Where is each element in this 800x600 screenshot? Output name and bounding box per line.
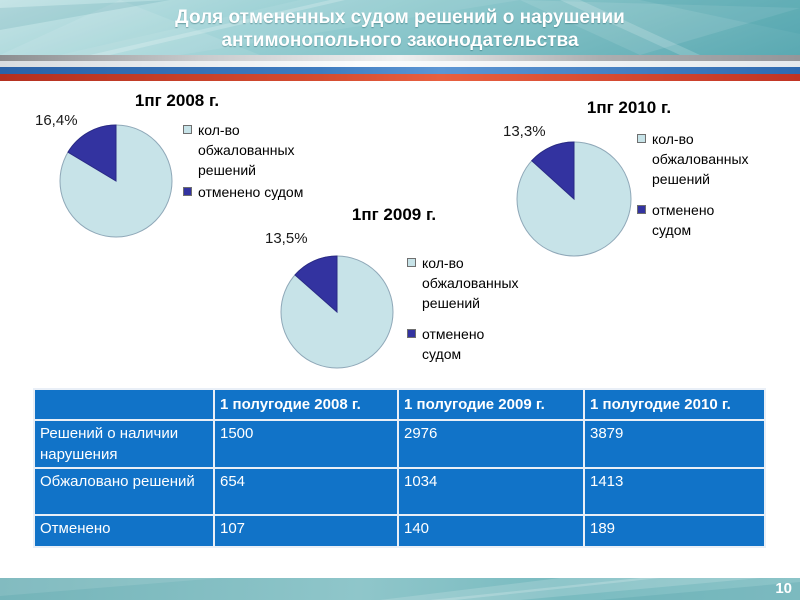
legend-item-cancelled: отменено судом (183, 182, 333, 202)
legend-item-cancelled: отменено судом (637, 200, 747, 240)
row-label: Отменено (33, 514, 215, 548)
pie-legend-2010: кол-во обжалованных решений отменено суд… (637, 129, 749, 240)
pie-chart-2010 (516, 141, 632, 262)
legend-item-appealed: кол-во обжалованных решений (637, 129, 749, 189)
cell-value: 3879 (583, 419, 766, 469)
legend-item-appealed: кол-во обжалованных решений (407, 253, 519, 313)
table-row-appealed: Обжаловано решений 654 1034 1413 (33, 467, 766, 516)
table-header-row: 1 полугодие 2008 г. 1 полугодие 2009 г. … (33, 388, 766, 421)
pie-title-2008: 1пг 2008 г. (134, 91, 220, 110)
pie-chart-2008 (59, 124, 173, 243)
table-header-empty (33, 388, 215, 421)
footer-band: 10 (0, 578, 800, 600)
legend-swatch-appealed (183, 125, 192, 134)
cell-value: 654 (213, 467, 399, 516)
table-row-decisions: Решений о наличии нарушения 1500 2976 38… (33, 419, 766, 469)
footer-decoration (0, 578, 800, 600)
legend-swatch-cancelled (637, 205, 646, 214)
pie-title-2009: 1пг 2009 г. (351, 205, 437, 224)
pie-percent-label-2010: 13,3% (503, 123, 546, 140)
cell-value: 140 (397, 514, 585, 548)
legend-label-appealed: кол-во обжалованных решений (198, 122, 295, 178)
pie-legend-2009: кол-во обжалованных решений отменено суд… (407, 253, 519, 364)
legend-item-appealed: кол-во обжалованных решений (183, 120, 333, 180)
slide-title: Доля отмененных судом решений о нарушени… (0, 6, 800, 52)
legend-label-appealed: кол-во обжалованных решений (652, 131, 749, 187)
cell-value: 189 (583, 514, 766, 548)
flag-stripe-blue (0, 67, 800, 74)
legend-label-appealed: кол-во обжалованных решений (422, 255, 519, 311)
cell-value: 1413 (583, 467, 766, 516)
table-header-2009: 1 полугодие 2009 г. (397, 388, 585, 421)
table-header-2010: 1 полугодие 2010 г. (583, 388, 766, 421)
flag-stripe-silver (0, 55, 800, 61)
pie-chart-2009 (280, 255, 394, 374)
legend-label-cancelled: отменено судом (422, 326, 485, 362)
row-label: Решений о наличии нарушения (33, 419, 215, 469)
slide-title-line1: Доля отмененных судом решений о нарушени… (175, 7, 625, 28)
cell-value: 107 (213, 514, 399, 548)
table-row-cancelled: Отменено 107 140 189 (33, 514, 766, 548)
results-table: 1 полугодие 2008 г. 1 полугодие 2009 г. … (33, 388, 766, 548)
legend-label-cancelled: отменено судом (652, 202, 715, 238)
cell-value: 1500 (213, 419, 399, 469)
pie-percent-label-2008: 16,4% (35, 112, 78, 129)
pie-legend-2008: кол-во обжалованных решений отменено суд… (183, 120, 333, 202)
cell-value: 1034 (397, 467, 585, 516)
legend-label-cancelled: отменено судом (198, 184, 304, 200)
cell-value: 2976 (397, 419, 585, 469)
table-header-2008: 1 полугодие 2008 г. (213, 388, 399, 421)
legend-swatch-cancelled (407, 329, 416, 338)
page-number: 10 (775, 580, 792, 597)
flag-stripe-white (0, 61, 800, 67)
header-decoration (0, 0, 800, 55)
slide-header (0, 0, 800, 55)
pie-title-2010: 1пг 2010 г. (586, 98, 672, 117)
row-label: Обжаловано решений (33, 467, 215, 516)
legend-swatch-cancelled (183, 187, 192, 196)
legend-item-cancelled: отменено судом (407, 324, 517, 364)
pie-percent-label-2009: 13,5% (265, 230, 308, 247)
legend-swatch-appealed (407, 258, 416, 267)
slide-title-line2: антимонопольного законодательства (221, 30, 579, 51)
flag-stripe-red (0, 74, 800, 81)
legend-swatch-appealed (637, 134, 646, 143)
